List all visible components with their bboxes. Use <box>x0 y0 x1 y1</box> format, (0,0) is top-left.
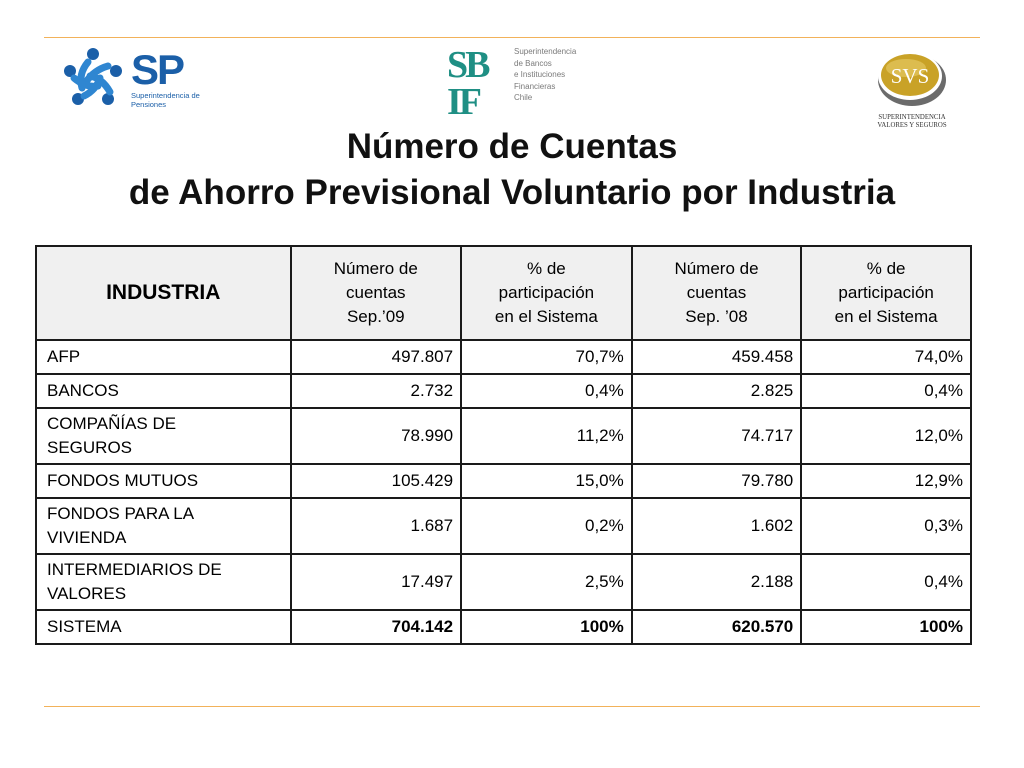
accounts-sep09-cell: 704.142 <box>289 609 463 645</box>
industry-label: VIVIENDA <box>47 528 127 547</box>
share-sep08-cell: 0,4% <box>800 373 972 409</box>
accounts-sep08-cell: 2.825 <box>630 373 803 409</box>
share-sep08-cell: 12,9% <box>800 463 972 499</box>
sbif-caption: Superintendencia de Bancos e Institucion… <box>514 46 594 104</box>
sbif-caption-line: e Instituciones <box>514 70 566 79</box>
table-row: INTERMEDIARIOS DE VALORES 17.497 2,5% 2.… <box>35 553 972 611</box>
header-line: % de <box>527 259 566 278</box>
header-industry: INDUSTRIA <box>35 245 292 341</box>
share-sep09-cell: 100% <box>460 609 633 645</box>
header-share-sep08: % de participación en el Sistema <box>800 245 972 341</box>
page-title: Número de Cuentas de Ahorro Previsional … <box>40 124 984 216</box>
header-accounts-sep09: Número de cuentas Sep.’09 <box>289 245 463 341</box>
industry-cell: BANCOS <box>35 373 292 409</box>
accounts-sep08-cell: 74.717 <box>630 407 803 465</box>
page-title-line-1: Número de Cuentas <box>346 127 678 166</box>
sbif-mark-top: SB <box>447 44 490 86</box>
header-line: % de <box>866 259 906 278</box>
accounts-sep08-cell: 1.602 <box>630 497 803 555</box>
svs-caption-line: SUPERINTENDENCIA <box>878 114 946 121</box>
header-line: participación <box>838 283 934 302</box>
industry-label: AFP <box>47 347 81 366</box>
header-line: Número de <box>333 259 418 278</box>
share-sep08-cell: 0,4% <box>800 553 972 611</box>
svs-logo: SVS SUPERINTENDENCIA VALORES Y SEGUROS <box>870 44 960 130</box>
accounts-sep09-cell: 17.497 <box>289 553 463 611</box>
table-row: COMPAÑÍAS DE SEGUROS 78.990 11,2% 74.717… <box>35 407 972 465</box>
header-line: Sep. ’08 <box>685 307 748 326</box>
header-share-sep09: % de participación en el Sistema <box>460 245 633 341</box>
bottom-divider <box>44 706 980 707</box>
header-line: en el Sistema <box>834 307 938 326</box>
header-accounts-sep08: Número de cuentas Sep. ’08 <box>630 245 803 341</box>
accounts-sep08-cell: 620.570 <box>630 609 803 645</box>
share-sep09-cell: 0,2% <box>460 497 633 555</box>
table-row: FONDOS MUTUOS 105.429 15,0% 79.780 12,9% <box>35 463 972 499</box>
industry-label: INTERMEDIARIOS DE <box>47 560 222 579</box>
sbif-logo: SB IF Superintendencia de Bancos e Insti… <box>446 44 586 119</box>
share-sep08-cell: 0,3% <box>800 497 972 555</box>
industry-label: FONDOS MUTUOS <box>47 471 199 490</box>
accounts-sep09-cell: 1.687 <box>289 497 463 555</box>
accounts-sep08-cell: 2.188 <box>630 553 803 611</box>
industry-label: SEGUROS <box>47 438 133 457</box>
accounts-sep09-cell: 2.732 <box>289 373 463 409</box>
header-line: participación <box>498 283 595 302</box>
apv-accounts-table: INDUSTRIA Número de cuentas Sep.’09 % de… <box>35 245 972 645</box>
industry-label: BANCOS <box>47 381 119 400</box>
industry-cell: AFP <box>35 339 292 375</box>
sbif-mark-bottom: IF <box>447 81 481 116</box>
industry-cell: FONDOS MUTUOS <box>35 463 292 499</box>
share-sep09-cell: 11,2% <box>460 407 633 465</box>
table-row: BANCOS 2.732 0,4% 2.825 0,4% <box>35 373 972 409</box>
table-row: FONDOS PARA LA VIVIENDA 1.687 0,2% 1.602… <box>35 497 972 555</box>
share-sep09-cell: 70,7% <box>460 339 633 375</box>
share-sep09-cell: 2,5% <box>460 553 633 611</box>
table-row: AFP 497.807 70,7% 459.458 74,0% <box>35 339 972 375</box>
header-line: Número de <box>674 259 759 278</box>
header-line: en el Sistema <box>494 307 598 326</box>
table-header-row: INDUSTRIA Número de cuentas Sep.’09 % de… <box>35 245 972 341</box>
sbif-mark-icon: SB IF <box>447 44 493 116</box>
industry-cell: SISTEMA <box>35 609 292 645</box>
accounts-sep09-cell: 78.990 <box>289 407 463 465</box>
svs-caption-line: VALORES Y SEGUROS <box>877 122 947 129</box>
industry-label: VALORES <box>47 584 127 603</box>
accounts-sep08-cell: 79.780 <box>630 463 803 499</box>
industry-cell: INTERMEDIARIOS DE VALORES <box>35 553 292 611</box>
page-title-line-2: de Ahorro Previsional Voluntario por Ind… <box>128 173 896 212</box>
sp-logo: SP Superintendencia de Pensiones <box>58 44 218 114</box>
sbif-caption-line: Chile <box>514 93 533 102</box>
accounts-sep08-cell: 459.458 <box>630 339 803 375</box>
share-sep08-cell: 12,0% <box>800 407 972 465</box>
sbif-caption-line: Financieras <box>514 81 556 91</box>
header-line: Sep.’09 <box>346 307 405 326</box>
header-line: cuentas <box>686 283 747 302</box>
share-sep08-cell: 100% <box>800 609 972 645</box>
table-total-row: SISTEMA 704.142 100% 620.570 100% <box>35 609 972 645</box>
header-line: cuentas <box>346 283 406 302</box>
sp-logo-caption: Superintendencia de Pensiones <box>131 91 200 109</box>
industry-cell: COMPAÑÍAS DE SEGUROS <box>35 407 292 465</box>
share-sep08-cell: 74,0% <box>800 339 972 375</box>
svs-emblem-icon: SVS <box>878 52 946 106</box>
share-sep09-cell: 15,0% <box>460 463 633 499</box>
sp-emblem-icon <box>64 48 122 105</box>
industry-label: FONDOS PARA LA <box>47 504 195 523</box>
top-divider <box>44 37 980 38</box>
industry-cell: FONDOS PARA LA VIVIENDA <box>35 497 292 555</box>
svs-caption: SUPERINTENDENCIA VALORES Y SEGUROS <box>870 114 954 130</box>
share-sep09-cell: 0,4% <box>460 373 633 409</box>
accounts-sep09-cell: 497.807 <box>289 339 463 375</box>
industry-label: SISTEMA <box>47 617 122 636</box>
sp-logo-letters: SP <box>131 46 185 93</box>
sbif-caption-line: Superintendencia <box>514 47 577 56</box>
svs-logo-letters: SVS <box>891 64 930 88</box>
industry-label: COMPAÑÍAS DE <box>47 414 177 433</box>
sbif-caption-line: de Bancos <box>514 58 552 68</box>
accounts-sep09-cell: 105.429 <box>289 463 463 499</box>
